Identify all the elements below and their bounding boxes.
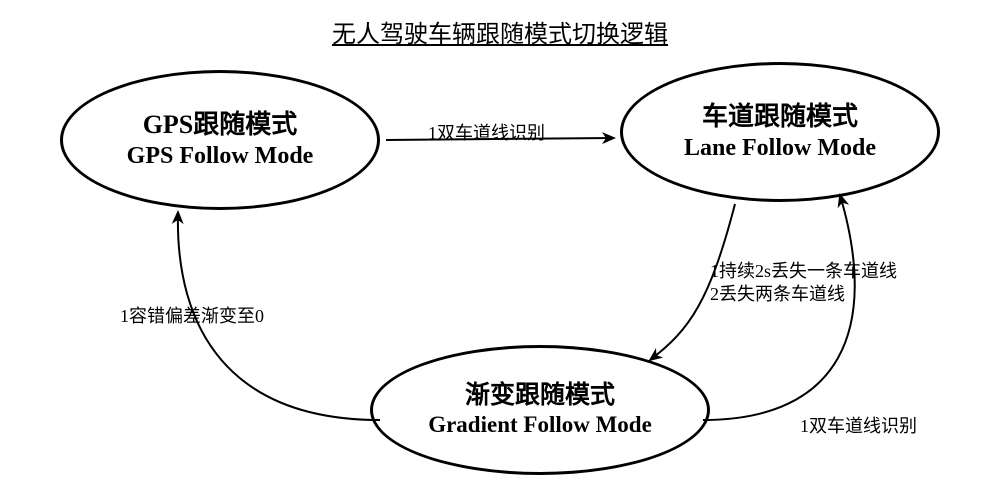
edge-label-gps-to-lane: 1双车道线识别 <box>428 122 545 145</box>
node-gps-zh: GPS跟随模式 <box>143 109 298 142</box>
node-gradient-follow: 渐变跟随模式 Gradient Follow Mode <box>370 345 710 475</box>
diagram-title: 无人驾驶车辆跟随模式切换逻辑 <box>0 14 1000 49</box>
diagram-canvas: 无人驾驶车辆跟随模式切换逻辑 GPS跟随模式 GPS Follow Mode 车… <box>0 0 1000 500</box>
edge-label-lane-to-gradient: 1持续2s丢失一条车道线 2丢失两条车道线 <box>710 260 897 307</box>
node-gradient-zh: 渐变跟随模式 <box>465 380 615 411</box>
node-gps-en: GPS Follow Mode <box>127 141 314 171</box>
node-lane-zh: 车道跟随模式 <box>702 101 858 134</box>
edge-label-gradient-to-lane: 1双车道线识别 <box>800 415 917 438</box>
node-lane-follow: 车道跟随模式 Lane Follow Mode <box>620 62 940 202</box>
node-gps-follow: GPS跟随模式 GPS Follow Mode <box>60 70 380 210</box>
edge-gradient-to-lane <box>703 195 855 420</box>
edge-label-gradient-to-gps: 1容错偏差渐变至0 <box>120 305 264 328</box>
node-gradient-en: Gradient Follow Mode <box>428 411 652 440</box>
node-lane-en: Lane Follow Mode <box>684 133 876 163</box>
